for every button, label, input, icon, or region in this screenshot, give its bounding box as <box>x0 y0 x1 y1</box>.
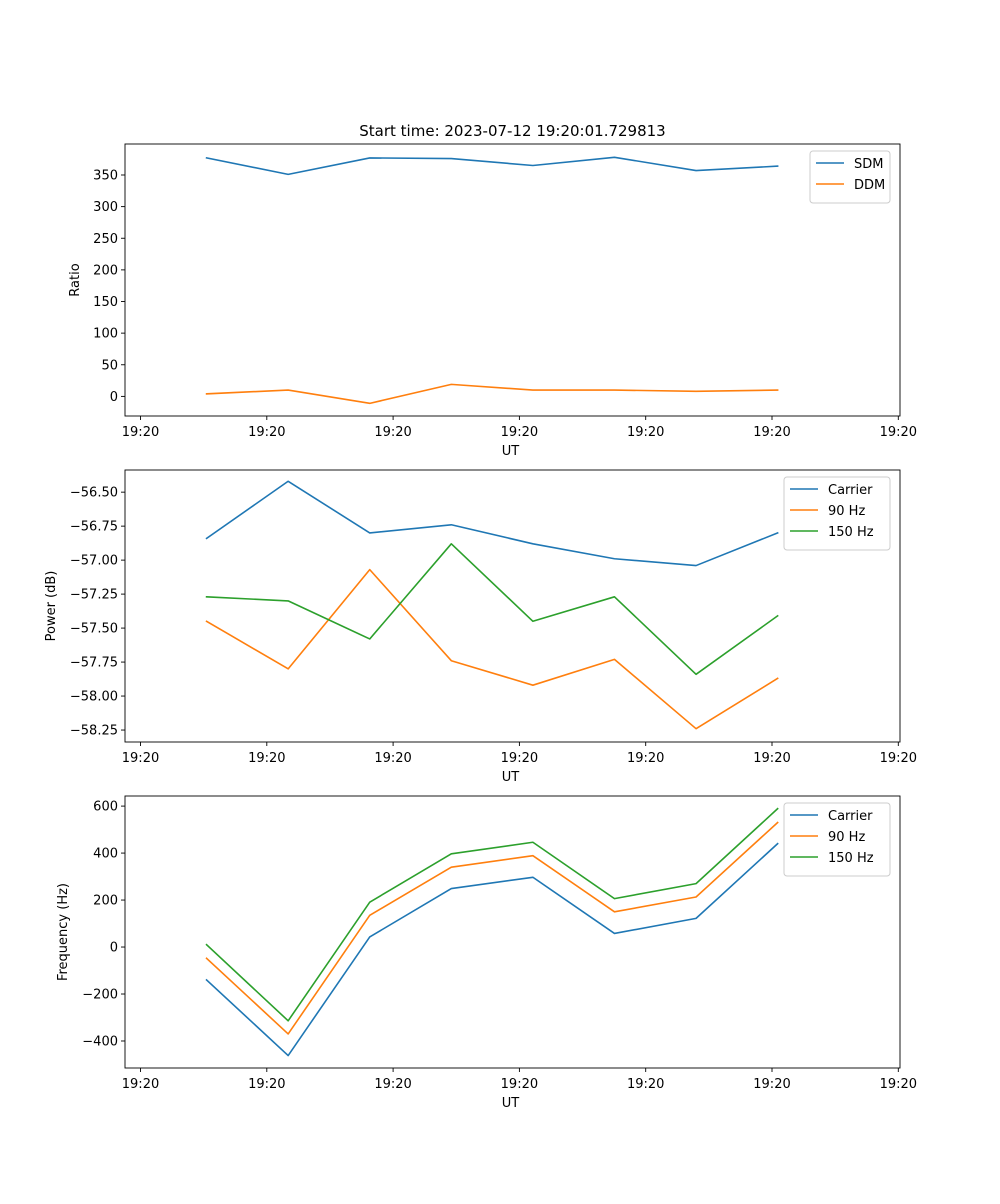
chart-panel-3: 19:2019:2019:2019:2019:2019:2019:2019:21… <box>56 795 917 1111</box>
series-line-carrier <box>205 480 779 567</box>
x-tick-label: 19:20 <box>880 751 917 766</box>
x-tick-label: 19:20 <box>753 751 790 766</box>
series-line-90-hz <box>205 821 779 1035</box>
series-line-90-hz <box>205 568 779 730</box>
y-tick-label: 0 <box>110 941 118 956</box>
x-tick-label: 19:20 <box>374 425 411 440</box>
x-tick-label: 19:20 <box>501 751 538 766</box>
x-tick-label: 19:20 <box>627 1077 664 1092</box>
y-tick-label: −200 <box>82 988 118 1003</box>
legend-label: Carrier <box>828 809 873 824</box>
legend-label: 150 Hz <box>828 525 874 540</box>
x-axis-label: UT <box>502 770 520 785</box>
y-tick-label: 200 <box>93 263 118 278</box>
y-tick-label: −57.50 <box>70 622 118 637</box>
legend: SDM DDM <box>809 150 891 204</box>
y-axis-label: Power (dB) <box>44 571 59 642</box>
y-tick-label: 350 <box>93 168 118 183</box>
legend: Carrier 90 Hz 150 Hz <box>783 476 891 551</box>
y-tick-label: 200 <box>93 894 118 909</box>
plot-frame <box>124 143 901 417</box>
legend-label: SDM <box>854 157 883 172</box>
x-tick-label: 19:20 <box>501 425 538 440</box>
y-tick-label: −57.00 <box>70 554 118 569</box>
plot-frame <box>124 469 901 743</box>
x-axis-label: UT <box>502 444 520 459</box>
legend-label: 90 Hz <box>828 830 865 845</box>
y-tick-label: −57.25 <box>70 588 118 603</box>
y-tick-label: 300 <box>93 200 118 215</box>
series-line-150-hz <box>205 543 779 676</box>
x-tick-label: 19:20 <box>627 425 664 440</box>
chart-panel-1: Start time: 2023-07-12 19:20:01.729813 19… <box>68 122 917 459</box>
y-tick-label: −400 <box>82 1034 118 1049</box>
series-line-sdm <box>205 156 779 176</box>
y-tick-label: 50 <box>101 358 118 373</box>
chart-title: Start time: 2023-07-12 19:20:01.729813 <box>359 122 665 140</box>
x-tick-label: 19:20 <box>122 751 159 766</box>
legend-box <box>809 150 891 204</box>
legend: Carrier 90 Hz 150 Hz <box>783 802 891 877</box>
plot-frame <box>124 795 901 1069</box>
x-tick-label: 19:20 <box>122 1077 159 1092</box>
x-tick-label: 19:20 <box>248 751 285 766</box>
y-axis-label: Frequency (Hz) <box>56 883 71 981</box>
y-axis-label: Ratio <box>68 263 83 296</box>
y-tick-label: −56.50 <box>70 486 118 501</box>
y-tick-label: −57.75 <box>70 656 118 671</box>
legend-label: 90 Hz <box>828 504 865 519</box>
x-tick-label: 19:20 <box>374 751 411 766</box>
series-line-ddm <box>205 383 779 405</box>
y-tick-label: 250 <box>93 232 118 247</box>
x-tick-label: 19:20 <box>374 1077 411 1092</box>
y-tick-label: 400 <box>93 847 118 862</box>
y-tick-label: 600 <box>93 800 118 815</box>
y-tick-label: 150 <box>93 295 118 310</box>
y-tick-label: −58.00 <box>70 690 118 705</box>
x-tick-label: 19:20 <box>248 1077 285 1092</box>
y-tick-label: 100 <box>93 327 118 342</box>
chart-panel-2: 19:2019:2019:2019:2019:2019:2019:2019:21… <box>44 469 917 785</box>
x-tick-label: 19:20 <box>753 1077 790 1092</box>
x-tick-label: 19:20 <box>627 751 664 766</box>
x-tick-label: 19:20 <box>880 425 917 440</box>
y-tick-label: 0 <box>110 390 118 405</box>
x-axis-label: UT <box>502 1096 520 1111</box>
series-line-150-hz <box>205 807 779 1022</box>
x-tick-label: 19:20 <box>122 425 159 440</box>
x-tick-label: 19:20 <box>248 425 285 440</box>
y-tick-label: −58.25 <box>70 724 118 739</box>
y-tick-label: −56.75 <box>70 520 118 535</box>
series-line-carrier <box>205 842 779 1057</box>
legend-label: DDM <box>854 178 885 193</box>
x-tick-label: 19:20 <box>880 1077 917 1092</box>
legend-label: Carrier <box>828 483 873 498</box>
x-tick-label: 19:20 <box>753 425 790 440</box>
legend-label: 150 Hz <box>828 851 874 866</box>
x-tick-label: 19:20 <box>501 1077 538 1092</box>
